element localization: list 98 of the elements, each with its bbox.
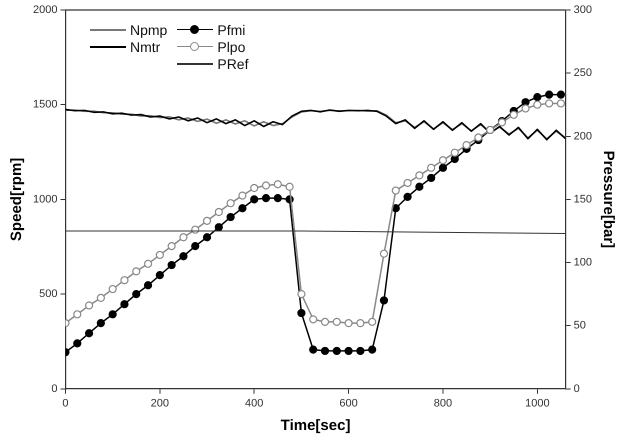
point <box>214 223 223 232</box>
point <box>309 315 318 324</box>
point <box>73 339 82 348</box>
y2-tick-label: 0 <box>574 382 580 395</box>
y2-tick-label: 300 <box>574 4 592 16</box>
point <box>556 99 566 108</box>
point <box>545 90 554 99</box>
point <box>250 195 258 204</box>
point <box>380 250 388 258</box>
y2-tick-label: 150 <box>574 193 592 206</box>
point <box>144 281 152 290</box>
point <box>368 346 376 354</box>
point <box>96 319 105 328</box>
point <box>392 186 400 195</box>
point <box>286 182 294 191</box>
point <box>156 271 164 280</box>
point <box>108 310 117 318</box>
point <box>179 233 188 242</box>
point <box>132 290 140 298</box>
y-tick-label: 2000 <box>32 4 58 16</box>
point <box>168 260 176 270</box>
legend-label: Pfmi <box>217 22 246 38</box>
x-tick-label: 0 <box>62 397 69 410</box>
x-tick-label: 800 <box>434 397 452 410</box>
point <box>332 346 341 356</box>
y2-tick-label: 200 <box>574 130 592 142</box>
point <box>427 174 436 182</box>
point <box>344 319 353 328</box>
point <box>556 90 566 99</box>
point <box>533 93 542 102</box>
legend-label: Npmp <box>130 22 168 38</box>
point <box>274 180 282 188</box>
point <box>156 250 164 260</box>
point <box>96 294 105 302</box>
point <box>202 233 212 242</box>
point <box>415 171 424 180</box>
x-axis-title: Time[sec] <box>280 417 350 434</box>
point <box>144 260 152 268</box>
y-tick-label: 1500 <box>32 98 58 111</box>
point <box>510 110 518 119</box>
point <box>262 181 270 190</box>
point <box>202 216 212 225</box>
point <box>309 346 318 354</box>
point <box>521 104 530 113</box>
y-axis-title: Speed[rpm] <box>8 158 26 242</box>
point <box>120 300 129 308</box>
point <box>438 164 448 172</box>
point <box>132 267 140 276</box>
point <box>356 346 364 356</box>
point <box>214 208 223 216</box>
y-tick-label: 500 <box>39 288 58 300</box>
point <box>84 301 94 310</box>
point <box>368 318 376 326</box>
point <box>238 204 247 212</box>
point <box>450 148 459 157</box>
point <box>120 276 129 284</box>
point <box>297 308 306 318</box>
legend-label: Plpo <box>217 39 246 55</box>
point <box>344 346 353 356</box>
point <box>545 99 554 108</box>
point <box>320 318 330 326</box>
point <box>403 192 412 201</box>
point <box>438 156 448 164</box>
point <box>474 133 482 142</box>
point <box>262 194 270 202</box>
point <box>168 242 176 250</box>
point <box>380 296 388 305</box>
point <box>533 100 542 109</box>
point <box>108 284 117 294</box>
legend-label: PRef <box>217 56 248 72</box>
y-tick-label: 1000 <box>32 193 58 206</box>
x-tick-label: 200 <box>150 397 170 410</box>
point <box>427 164 436 172</box>
y-tick-label: 0 <box>51 382 58 395</box>
point <box>462 141 471 150</box>
point <box>238 192 247 200</box>
y2-tick-label: 100 <box>574 256 592 269</box>
x-tick-label: 400 <box>245 397 264 410</box>
point <box>73 310 82 318</box>
point <box>332 318 341 326</box>
y2-tick-label: 50 <box>574 320 586 332</box>
point <box>274 194 282 202</box>
point <box>297 290 306 298</box>
x-tick-label: 1000 <box>525 397 550 410</box>
point <box>415 182 424 191</box>
point <box>320 346 330 356</box>
point <box>84 329 94 338</box>
point <box>179 252 188 260</box>
legend-label: Nmtr <box>130 39 160 55</box>
point <box>250 184 258 192</box>
point <box>403 178 412 188</box>
y2-tick-label: 250 <box>574 67 592 80</box>
point <box>191 242 200 250</box>
x-tick-label: 600 <box>339 397 358 410</box>
y2-axis-title: Pressure[bar] <box>600 150 617 248</box>
point <box>356 319 364 328</box>
point <box>226 212 235 222</box>
point <box>226 199 235 208</box>
